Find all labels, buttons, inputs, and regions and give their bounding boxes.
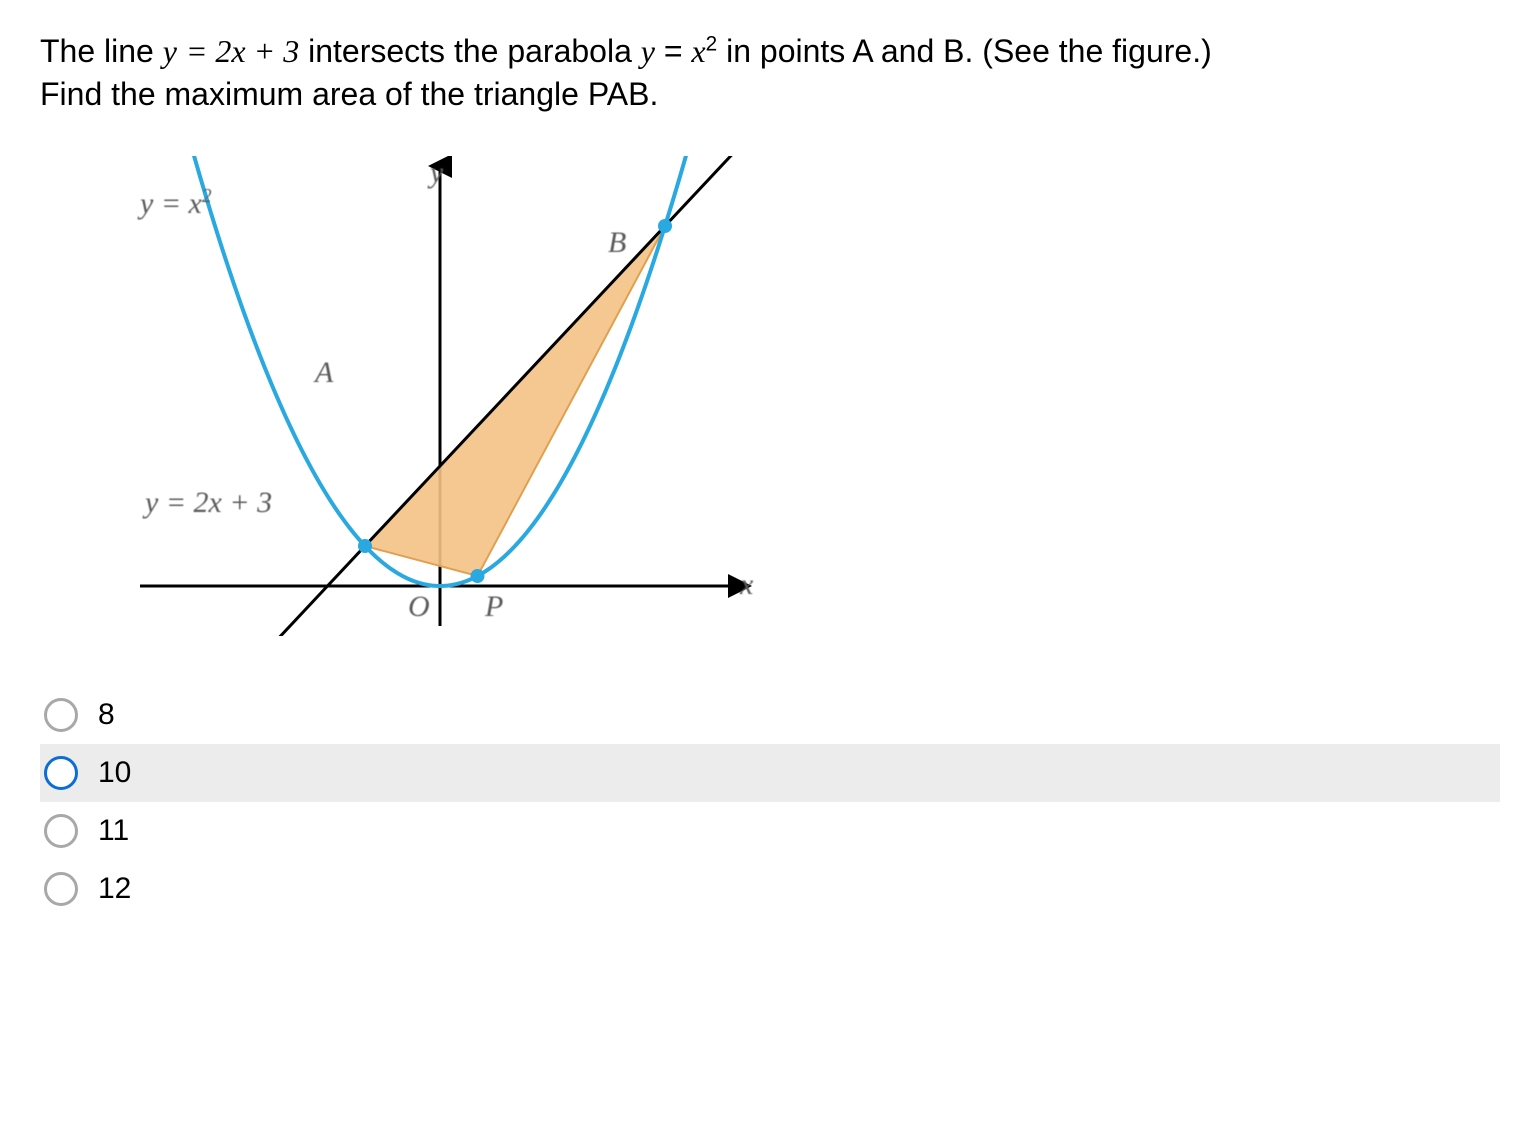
radio-button[interactable] [44, 756, 78, 790]
radio-button[interactable] [44, 872, 78, 906]
figure: y = x2 y = 2x + 3 y x O P A B [80, 156, 760, 636]
b-label: B [608, 226, 626, 260]
origin-label: O [408, 590, 430, 624]
eq2-sup: 2 [706, 32, 718, 55]
question-mid2: in points A and B. (See the figure.) [726, 33, 1212, 69]
parabola-eq-sup: 2 [202, 186, 212, 207]
option-label: 10 [98, 756, 131, 790]
question-text: The line y = 2x + 3 intersects the parab… [40, 30, 1500, 116]
option-row[interactable]: 12 [40, 860, 1500, 918]
radio-button[interactable] [44, 814, 78, 848]
option-row[interactable]: 8 [40, 686, 1500, 744]
figure-svg [80, 156, 760, 636]
parabola-eq-text: y = x [140, 187, 202, 220]
eq2-rhs1: x [691, 33, 705, 69]
x-axis-label: x [740, 568, 753, 602]
eq1-lhs: y [163, 33, 177, 69]
question-prefix: The line [40, 33, 163, 69]
option-label: 11 [98, 814, 129, 848]
eq2-lhs: y [641, 33, 655, 69]
radio-button[interactable] [44, 698, 78, 732]
eq2-eq: = [664, 33, 692, 69]
option-label: 8 [98, 698, 115, 732]
options-list: 8 10 11 12 [40, 686, 1500, 918]
option-label: 12 [98, 872, 131, 906]
eq1-rhs: = 2x + 3 [186, 33, 299, 69]
option-row[interactable]: 10 [40, 744, 1500, 802]
question-mid1: intersects the parabola [308, 33, 641, 69]
y-axis-label: y [430, 156, 443, 190]
option-row[interactable]: 11 [40, 802, 1500, 860]
a-label: A [315, 356, 333, 390]
parabola-eq-label: y = x2 [140, 186, 212, 221]
p-label: P [485, 590, 503, 624]
line-eq-label: y = 2x + 3 [145, 486, 272, 520]
question-line2: Find the maximum area of the triangle PA… [40, 76, 658, 112]
